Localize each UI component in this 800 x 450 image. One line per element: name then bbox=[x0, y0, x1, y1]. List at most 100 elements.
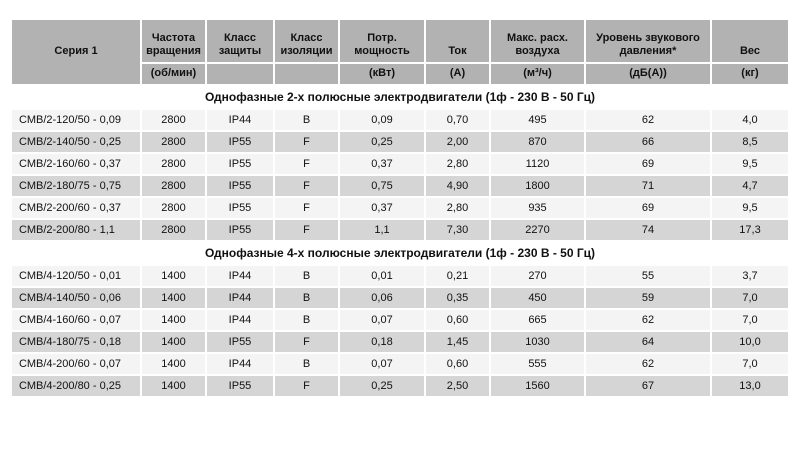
model-cell: СМВ/4-160/60 - 0,07 bbox=[10, 308, 142, 332]
section-row: Однофазные 4-х полюсные электродвигатели… bbox=[10, 240, 790, 266]
catalog-page: Серия 1 Частота вращения Класс защиты Класс… bbox=[0, 18, 800, 450]
value-cell: 64 bbox=[584, 330, 712, 354]
value-cell: B bbox=[273, 264, 340, 288]
table-row: СМВ/4-200/80 - 0,25 1400 IP55 F 0,25 2,50 1560… bbox=[10, 374, 790, 398]
value-cell: 66 bbox=[584, 130, 712, 154]
value-cell: 74 bbox=[584, 218, 712, 242]
value-cell: 1400 bbox=[140, 264, 207, 288]
value-cell: 2,80 bbox=[424, 196, 491, 220]
column-unit: (кВт) bbox=[338, 62, 426, 86]
value-cell: 7,0 bbox=[710, 286, 790, 310]
value-cell: 1030 bbox=[489, 330, 586, 354]
section-title: Однофазные 4-х полюсные электродвигатели… bbox=[10, 240, 790, 266]
value-cell: 62 bbox=[584, 108, 712, 132]
value-cell: 935 bbox=[489, 196, 586, 220]
value-cell: F bbox=[273, 152, 340, 176]
column-header: Ток bbox=[424, 18, 491, 64]
value-cell: 67 bbox=[584, 374, 712, 398]
table-row: СМВ/4-120/50 - 0,01 1400 IP44 B 0,01 0,21 270 5… bbox=[10, 264, 790, 288]
value-cell: F bbox=[273, 218, 340, 242]
table-row: СМВ/2-200/60 - 0,37 2800 IP55 F 0,37 2,80 935 6… bbox=[10, 196, 790, 220]
model-cell: СМВ/2-200/80 - 1,1 bbox=[10, 218, 142, 242]
column-header: Класс защиты bbox=[205, 18, 275, 64]
column-unit: (А) bbox=[424, 62, 491, 86]
table-row: СМВ/4-140/50 - 0,06 1400 IP44 B 0,06 0,35 450 5… bbox=[10, 286, 790, 310]
value-cell: IP55 bbox=[205, 130, 275, 154]
value-cell: IP55 bbox=[205, 152, 275, 176]
value-cell: 270 bbox=[489, 264, 586, 288]
value-cell: 2800 bbox=[140, 108, 207, 132]
value-cell: IP44 bbox=[205, 352, 275, 376]
value-cell: F bbox=[273, 374, 340, 398]
value-cell: 0,25 bbox=[338, 130, 426, 154]
value-cell: 2800 bbox=[140, 218, 207, 242]
model-cell: СМВ/2-200/60 - 0,37 bbox=[10, 196, 142, 220]
table-row: СМВ/2-120/50 - 0,09 2800 IP44 B 0,09 0,70 495 6… bbox=[10, 108, 790, 132]
model-cell: СМВ/2-120/50 - 0,09 bbox=[10, 108, 142, 132]
value-cell: IP44 bbox=[205, 108, 275, 132]
value-cell: 4,90 bbox=[424, 174, 491, 198]
table-row: СМВ/2-140/50 - 0,25 2800 IP55 F 0,25 2,00 870 6… bbox=[10, 130, 790, 154]
value-cell: B bbox=[273, 286, 340, 310]
value-cell: 0,06 bbox=[338, 286, 426, 310]
section-row: Однофазные 2-х полюсные электродвигатели… bbox=[10, 84, 790, 110]
value-cell: 665 bbox=[489, 308, 586, 332]
value-cell: 2,80 bbox=[424, 152, 491, 176]
table-body: Однофазные 2-х полюсные электродвигатели… bbox=[10, 84, 790, 398]
value-cell: IP55 bbox=[205, 374, 275, 398]
value-cell: 555 bbox=[489, 352, 586, 376]
value-cell: 2,50 bbox=[424, 374, 491, 398]
column-header: Потр. мощность bbox=[338, 18, 426, 64]
value-cell: 0,18 bbox=[338, 330, 426, 354]
value-cell: 9,5 bbox=[710, 196, 790, 220]
series-column-header: Серия 1 bbox=[10, 18, 142, 86]
value-cell: 4,7 bbox=[710, 174, 790, 198]
column-unit: (дБ(А)) bbox=[584, 62, 712, 86]
motor-spec-table: Серия 1 Частота вращения Класс защиты Класс… bbox=[10, 18, 790, 398]
table-row: СМВ/2-160/60 - 0,37 2800 IP55 F 0,37 2,80 1120… bbox=[10, 152, 790, 176]
model-cell: СМВ/4-200/60 - 0,07 bbox=[10, 352, 142, 376]
column-unit: (кг) bbox=[710, 62, 790, 86]
value-cell: 0,75 bbox=[338, 174, 426, 198]
column-unit: (об/мин) bbox=[140, 62, 207, 86]
value-cell: 0,25 bbox=[338, 374, 426, 398]
value-cell: 59 bbox=[584, 286, 712, 310]
value-cell: IP44 bbox=[205, 286, 275, 310]
value-cell: IP55 bbox=[205, 330, 275, 354]
value-cell: 1400 bbox=[140, 374, 207, 398]
value-cell: 4,0 bbox=[710, 108, 790, 132]
value-cell: 17,3 bbox=[710, 218, 790, 242]
value-cell: 69 bbox=[584, 196, 712, 220]
table-row: СМВ/4-180/75 - 0,18 1400 IP55 F 0,18 1,45 1030… bbox=[10, 330, 790, 354]
model-cell: СМВ/2-180/75 - 0,75 bbox=[10, 174, 142, 198]
value-cell: F bbox=[273, 174, 340, 198]
column-header: Вес bbox=[710, 18, 790, 64]
model-cell: СМВ/4-180/75 - 0,18 bbox=[10, 330, 142, 354]
model-cell: СМВ/4-200/80 - 0,25 bbox=[10, 374, 142, 398]
column-header: Макс. расх. воздуха bbox=[489, 18, 586, 64]
value-cell: IP55 bbox=[205, 218, 275, 242]
value-cell: 7,30 bbox=[424, 218, 491, 242]
value-cell: 1400 bbox=[140, 330, 207, 354]
model-cell: СМВ/4-140/50 - 0,06 bbox=[10, 286, 142, 310]
value-cell: IP44 bbox=[205, 308, 275, 332]
value-cell: 3,7 bbox=[710, 264, 790, 288]
value-cell: 870 bbox=[489, 130, 586, 154]
value-cell: 62 bbox=[584, 308, 712, 332]
value-cell: 1560 bbox=[489, 374, 586, 398]
value-cell: 1800 bbox=[489, 174, 586, 198]
column-unit: (м³/ч) bbox=[489, 62, 586, 86]
table-row: СМВ/2-180/75 - 0,75 2800 IP55 F 0,75 4,90 1800… bbox=[10, 174, 790, 198]
value-cell: 1,1 bbox=[338, 218, 426, 242]
value-cell: B bbox=[273, 352, 340, 376]
value-cell: 55 bbox=[584, 264, 712, 288]
section-title: Однофазные 2-х полюсные электродвигатели… bbox=[10, 84, 790, 110]
value-cell: 2800 bbox=[140, 152, 207, 176]
value-cell: 0,07 bbox=[338, 352, 426, 376]
column-unit bbox=[205, 62, 275, 86]
table-header: Серия 1 Частота вращения Класс защиты Класс… bbox=[10, 18, 790, 86]
value-cell: IP44 bbox=[205, 264, 275, 288]
value-cell: 0,60 bbox=[424, 308, 491, 332]
value-cell: 450 bbox=[489, 286, 586, 310]
value-cell: 9,5 bbox=[710, 152, 790, 176]
